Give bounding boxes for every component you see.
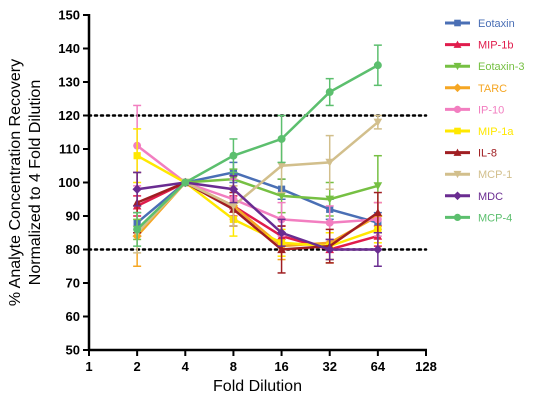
data-point (373, 182, 383, 191)
legend-item: IL-8 (445, 148, 497, 160)
data-point (325, 195, 335, 204)
legend-item: TARC (445, 83, 507, 95)
x-tick-label: 32 (322, 359, 336, 374)
y-tick-label: 150 (58, 8, 80, 23)
data-point (229, 151, 238, 160)
y-tick-label: 90 (66, 209, 80, 224)
legend-label: MCP-1 (478, 169, 512, 181)
legend-swatch-marker (453, 40, 462, 48)
legend-label: IP-10 (478, 104, 504, 116)
legend-label: MIP-1b (478, 40, 513, 52)
legend-item: MCP-4 (445, 212, 512, 224)
y-tick-label: 140 (58, 41, 80, 56)
data-point (373, 118, 383, 127)
legend-label: MIP-1a (478, 126, 514, 138)
ticks: 50 60 70 80 90 100 110 120 130 140 150 1 2 4 8 16 32 64 12… (58, 8, 437, 375)
data-point (133, 152, 141, 160)
data-point (373, 208, 383, 217)
data-point (229, 202, 238, 211)
data-point (325, 88, 334, 97)
series-mcp-4 (133, 44, 382, 247)
x-tick-label: 2 (134, 359, 141, 374)
data-point (228, 184, 239, 194)
x-tick-label: 8 (230, 359, 237, 374)
legend-item: IP-10 (445, 104, 504, 116)
data-point (325, 158, 335, 167)
data-point (277, 134, 286, 143)
series-line (136, 181, 378, 251)
data-point (133, 225, 142, 234)
y-tick-label: 110 (59, 142, 80, 157)
legend-swatch-marker (454, 127, 461, 135)
x-axis-title: Fold Dilution (213, 378, 302, 395)
legend-swatch-marker (453, 191, 462, 201)
y-axis-title: % Analyte Concentration Recovery (7, 59, 24, 306)
data-point (277, 245, 286, 254)
legend-item: Eotaxin (445, 18, 515, 30)
legend-swatch-marker (453, 213, 462, 222)
data-point (325, 244, 335, 255)
data-point (132, 184, 142, 194)
series-mip-1b (132, 178, 383, 261)
legend: Eotaxin MIP-1b Eotaxin-3 TARC IP-10 MIP-1a IL-… (445, 18, 524, 224)
series-ip-10 (133, 104, 382, 241)
legend-swatch-marker (453, 170, 462, 179)
legend-swatch-marker (453, 83, 462, 93)
y-tick-label: 70 (66, 276, 80, 291)
x-tick-label: 4 (182, 359, 190, 374)
data-point (373, 244, 383, 255)
x-tick-label: 1 (85, 359, 92, 374)
data-point (181, 178, 190, 187)
series-line (136, 121, 379, 234)
y-tick-label: 80 (66, 242, 80, 257)
legend-item: MIP-1a (445, 126, 514, 138)
legend-swatch-marker (453, 148, 462, 156)
y-tick-label: 120 (58, 108, 80, 123)
y-tick-label: 60 (66, 309, 80, 324)
legend-item: MIP-1b (445, 40, 513, 52)
legend-swatch-marker (453, 62, 462, 71)
y-axis-subtitle: Normalized to 4 Fold Dilution (27, 80, 44, 285)
data-point (325, 218, 334, 227)
y-tick-label: 130 (58, 75, 80, 90)
data-point (277, 192, 286, 201)
series-line (136, 181, 379, 251)
legend-item: MCP-1 (445, 169, 512, 181)
legend-label: IL-8 (478, 148, 497, 160)
x-tick-label: 16 (274, 359, 288, 374)
series-line (136, 64, 379, 231)
series-line (136, 154, 379, 248)
legend-swatch-marker (453, 105, 462, 114)
legend-label: Eotaxin-3 (478, 61, 524, 73)
y-tick-label: 100 (58, 175, 80, 190)
series-mdc (132, 171, 383, 267)
legend-label: MCP-4 (478, 212, 512, 224)
legend-label: MDC (478, 191, 503, 203)
legend-swatch-marker (454, 19, 461, 27)
legend-item: Eotaxin-3 (445, 61, 524, 73)
data-point (373, 61, 382, 70)
legend-label: TARC (478, 83, 507, 95)
y-tick-label: 50 (66, 343, 80, 358)
x-tick-label: 64 (371, 359, 386, 374)
legend-item: MDC (445, 191, 503, 203)
data-point (277, 162, 286, 171)
legend-label: Eotaxin (478, 18, 515, 30)
x-tick-label: 128 (415, 359, 437, 374)
series (132, 44, 383, 274)
data-point (276, 228, 287, 238)
